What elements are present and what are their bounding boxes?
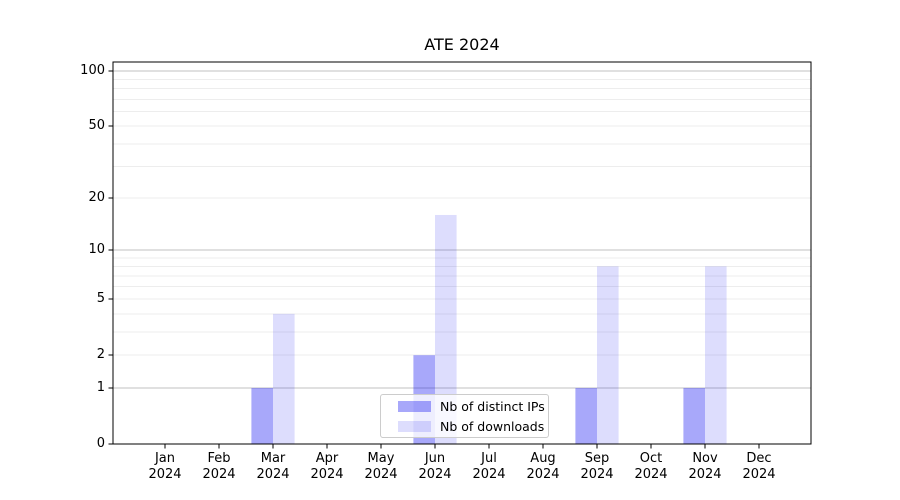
- y-tick-label-20: 20: [88, 189, 105, 205]
- y-tick-label-50: 50: [88, 118, 105, 134]
- x-tick-label-oct: Oct 2024: [634, 451, 668, 482]
- bar-nb-of-distinct-ips-sep: [575, 387, 597, 444]
- y-tick-label-1: 1: [96, 379, 105, 395]
- x-tick-label-jul: Jul 2024: [472, 451, 506, 482]
- x-tick-label-dec: Dec 2024: [742, 451, 776, 482]
- chart-title: ATE 2024: [424, 35, 500, 54]
- bar-nb-of-distinct-ips-nov: [683, 387, 705, 444]
- y-tick-label-5: 5: [96, 291, 105, 307]
- bar-nb-of-downloads-mar: [273, 313, 295, 444]
- x-tick-label-aug: Aug 2024: [526, 451, 560, 482]
- x-tick-label-may: May 2024: [364, 451, 398, 482]
- x-tick-label-jan: Jan 2024: [148, 451, 182, 482]
- y-tick-label-2: 2: [96, 347, 105, 363]
- x-tick-label-nov: Nov 2024: [688, 451, 722, 482]
- legend-item-distinct-ips: Nb of distinct IPs: [398, 399, 548, 414]
- x-tick-label-mar: Mar 2024: [256, 451, 290, 482]
- y-tick-label-0: 0: [96, 436, 105, 451]
- bar-nb-of-downloads-jun: [435, 214, 457, 444]
- legend-label-downloads: Nb of downloads: [440, 418, 545, 434]
- x-tick-label-jun: Jun 2024: [418, 451, 452, 482]
- y-tick-label-100: 100: [80, 62, 105, 78]
- legend: Nb of distinct IPs Nb of downloads: [380, 394, 549, 438]
- y-tick-label-10: 10: [88, 242, 105, 258]
- legend-swatch-distinct-ips: [398, 400, 431, 412]
- bar-nb-of-downloads-nov: [705, 266, 727, 444]
- legend-item-downloads: Nb of downloads: [398, 419, 548, 434]
- x-tick-label-sep: Sep 2024: [580, 451, 614, 482]
- legend-swatch-downloads: [398, 420, 431, 432]
- bar-nb-of-downloads-sep: [597, 266, 619, 444]
- x-tick-label-apr: Apr 2024: [310, 451, 344, 482]
- plot-border: [112, 61, 812, 445]
- legend-label-distinct-ips: Nb of distinct IPs: [440, 398, 545, 414]
- bar-nb-of-distinct-ips-mar: [251, 387, 273, 444]
- x-tick-label-feb: Feb 2024: [202, 451, 236, 482]
